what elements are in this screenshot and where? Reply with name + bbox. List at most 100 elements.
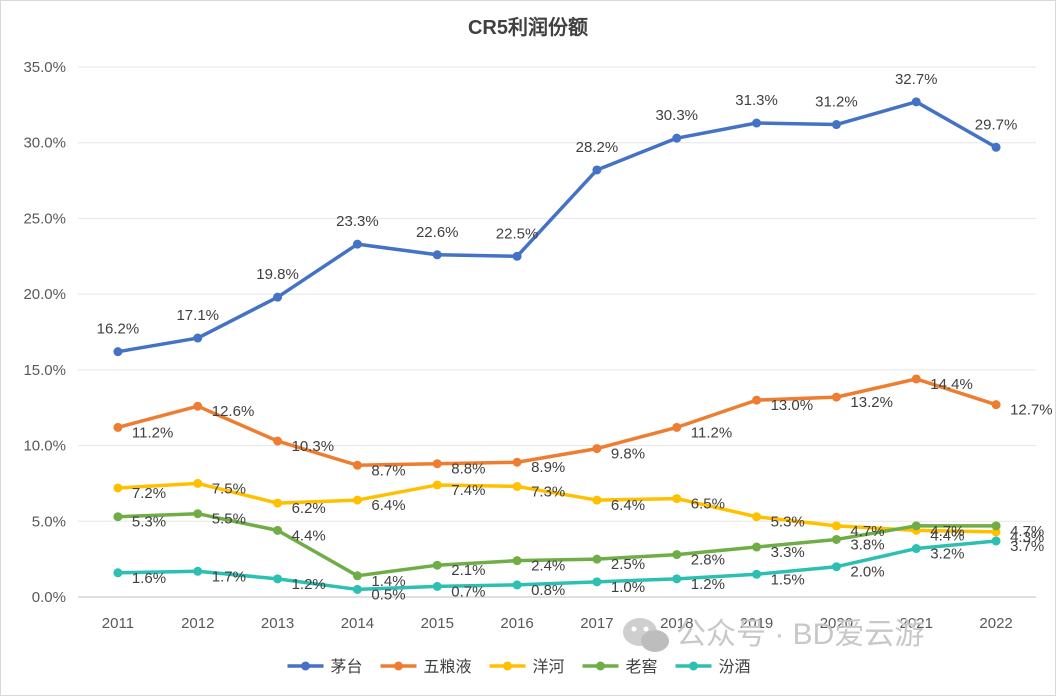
data-label: 8.9%: [531, 459, 565, 476]
legend-marker: [301, 661, 310, 671]
data-label: 8.7%: [371, 462, 405, 479]
data-label: 4.7%: [930, 523, 964, 540]
x-tick-label: 2013: [261, 615, 294, 632]
data-point: [273, 292, 283, 302]
data-point: [991, 142, 1001, 152]
series-line: [116, 100, 998, 354]
x-tick-label: 2018: [660, 615, 693, 632]
data-point: [672, 494, 682, 504]
data-point: [352, 239, 362, 249]
data-point: [273, 525, 283, 535]
data-point: [672, 550, 682, 560]
data-label: 12.7%: [1010, 402, 1053, 419]
data-point: [352, 584, 362, 594]
data-point: [752, 542, 762, 552]
data-label: 4.7%: [850, 523, 884, 540]
series-2: [113, 374, 1001, 470]
data-label: 4.7%: [1010, 523, 1044, 540]
data-label: 5.3%: [771, 514, 805, 531]
data-point: [432, 250, 442, 260]
x-tick-label: 2011: [102, 615, 134, 632]
data-point: [193, 401, 203, 411]
data-label: 30.3%: [655, 107, 698, 124]
data-point: [193, 566, 203, 576]
data-label: 28.2%: [576, 139, 619, 156]
data-point: [432, 560, 442, 570]
y-tick-label: 35.0%: [23, 59, 66, 76]
data-label: 1.2%: [292, 576, 326, 593]
data-point: [193, 333, 203, 343]
data-point: [592, 444, 602, 454]
data-label: 4.3%: [1010, 529, 1044, 546]
y-axis: 0.0% 5.0% 10.0% 15.0% 20.0% 25.0% 30.0% 35.0%: [23, 59, 66, 606]
data-label: 2.4%: [531, 558, 565, 575]
series-line: [116, 481, 998, 534]
data-point: [193, 478, 203, 488]
data-point: [831, 534, 841, 544]
data-label: 3.8%: [850, 536, 884, 553]
data-point: [911, 97, 921, 107]
data-point: [911, 544, 921, 554]
legend-label: 汾酒: [719, 658, 751, 676]
data-label: 3.3%: [771, 544, 805, 561]
data-point: [512, 457, 522, 467]
legend: 茅台 五粮液 洋河 老窖 汾酒: [287, 658, 751, 676]
x-tick-label: 2016: [500, 615, 533, 632]
x-tick-label: 2022: [979, 615, 1012, 632]
data-label: 12.6%: [212, 403, 255, 420]
data-label: 1.7%: [212, 568, 246, 585]
y-tick-label: 30.0%: [23, 135, 66, 152]
series-line: [116, 539, 998, 592]
data-label: 7.4%: [451, 482, 485, 499]
data-point: [672, 422, 682, 432]
data-point: [512, 481, 522, 491]
x-tick-label: 2019: [740, 615, 773, 632]
legend-label: 老窖: [626, 658, 658, 676]
legend-item-1: 茅台: [287, 658, 363, 676]
series-1: [113, 97, 1001, 357]
data-label: 22.6%: [416, 224, 459, 241]
data-label: 19.8%: [256, 266, 299, 283]
y-tick-label: 10.0%: [23, 438, 66, 455]
data-point: [512, 556, 522, 566]
legend-item-3: 洋河: [489, 658, 565, 676]
series-4: [113, 509, 1001, 581]
data-point: [911, 374, 921, 384]
data-label: 5.3%: [132, 514, 166, 531]
data-point: [752, 512, 762, 522]
data-point: [592, 554, 602, 564]
x-tick-label: 2017: [580, 615, 613, 632]
legend-item-5: 汾酒: [675, 658, 751, 676]
data-label: 3.7%: [1010, 538, 1044, 555]
wechat-icon: [623, 618, 669, 652]
data-label: 23.3%: [336, 213, 379, 230]
data-label: 2.5%: [611, 556, 645, 573]
data-label: 1.2%: [691, 576, 725, 593]
data-label: 16.2%: [97, 321, 140, 338]
data-label: 6.4%: [371, 497, 405, 514]
data-label: 17.1%: [176, 307, 219, 324]
data-label: 29.7%: [975, 116, 1018, 133]
data-label: 6.4%: [611, 497, 645, 514]
y-tick-label: 20.0%: [23, 286, 66, 303]
grid: [78, 66, 1036, 598]
y-tick-label: 5.0%: [32, 513, 66, 530]
series-line: [116, 511, 998, 578]
data-point: [193, 509, 203, 519]
data-label: 5.5%: [212, 511, 246, 528]
data-label: 11.2%: [691, 424, 732, 441]
x-tick-label: 2020: [820, 615, 853, 632]
data-point: [352, 571, 362, 581]
data-label: 1.6%: [132, 570, 166, 587]
y-tick-label: 25.0%: [23, 210, 66, 227]
data-label: 2.8%: [691, 552, 725, 569]
data-label: 4.4%: [930, 527, 964, 544]
data-label: 13.0%: [771, 397, 814, 414]
chart-title: CR5利润份额: [468, 15, 588, 39]
data-point: [592, 165, 602, 175]
data-label: 31.2%: [815, 94, 858, 111]
data-point: [113, 568, 123, 578]
data-point: [592, 495, 602, 505]
x-tick-label: 2012: [181, 615, 214, 632]
